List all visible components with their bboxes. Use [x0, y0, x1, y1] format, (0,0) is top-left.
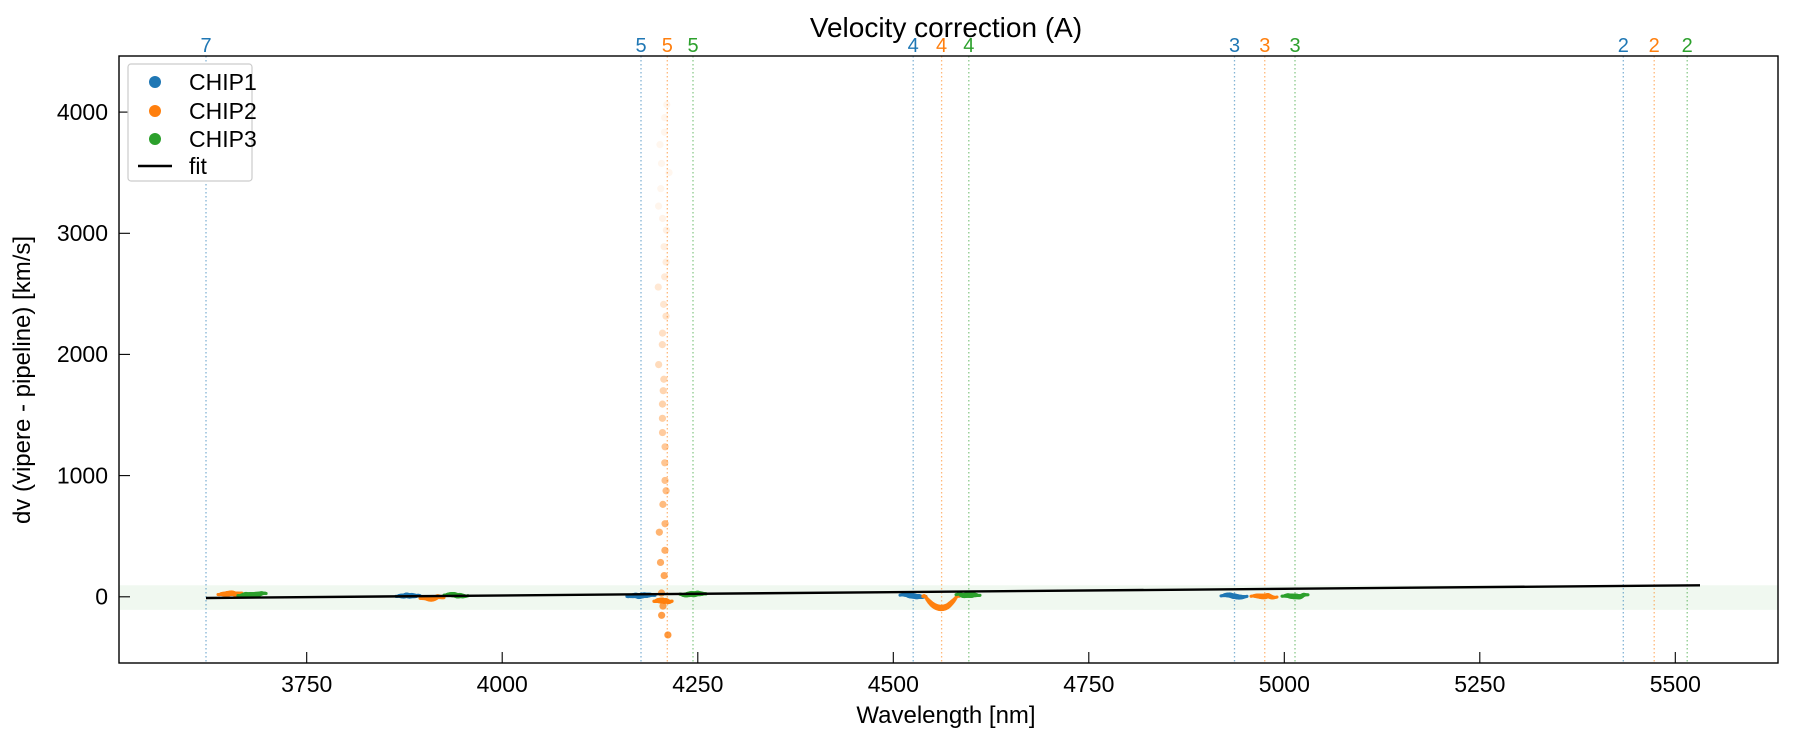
- svg-text:CHIP1: CHIP1: [189, 69, 257, 95]
- svg-text:2: 2: [1618, 35, 1629, 57]
- svg-text:5250: 5250: [1454, 671, 1505, 697]
- svg-text:3: 3: [1289, 35, 1300, 57]
- svg-text:7: 7: [200, 35, 211, 57]
- svg-text:0: 0: [95, 584, 108, 610]
- svg-text:4: 4: [963, 35, 974, 57]
- svg-text:4000: 4000: [477, 671, 528, 697]
- svg-text:4: 4: [908, 35, 919, 57]
- svg-text:3: 3: [1229, 35, 1240, 57]
- svg-text:4250: 4250: [672, 671, 723, 697]
- svg-text:4: 4: [936, 35, 947, 57]
- svg-text:dv (vipere - pipeline) [km/s]: dv (vipere - pipeline) [km/s]: [9, 236, 36, 524]
- svg-text:3000: 3000: [57, 220, 108, 246]
- svg-text:1000: 1000: [57, 462, 108, 488]
- svg-text:Wavelength [nm]: Wavelength [nm]: [856, 702, 1035, 729]
- svg-text:5500: 5500: [1650, 671, 1701, 697]
- svg-text:CHIP3: CHIP3: [189, 126, 257, 152]
- svg-text:5: 5: [662, 35, 673, 57]
- svg-text:4500: 4500: [868, 671, 919, 697]
- svg-text:5: 5: [635, 35, 646, 57]
- svg-text:3750: 3750: [281, 671, 332, 697]
- svg-text:4750: 4750: [1063, 671, 1114, 697]
- svg-text:CHIP2: CHIP2: [189, 98, 257, 124]
- svg-text:fit: fit: [189, 153, 208, 179]
- svg-text:5000: 5000: [1259, 671, 1310, 697]
- svg-text:4000: 4000: [57, 99, 108, 125]
- svg-text:2000: 2000: [57, 341, 108, 367]
- svg-text:2: 2: [1682, 35, 1693, 57]
- svg-text:5: 5: [687, 35, 698, 57]
- svg-text:2: 2: [1649, 35, 1660, 57]
- svg-text:3: 3: [1259, 35, 1270, 57]
